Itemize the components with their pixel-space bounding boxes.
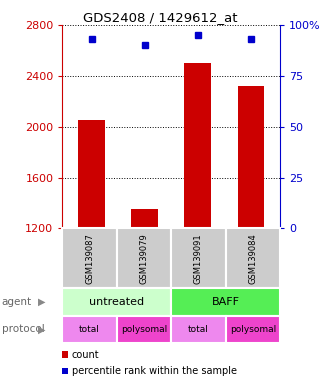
Text: polysomal: polysomal [121,325,167,334]
Text: count: count [72,350,100,360]
Text: protocol: protocol [2,324,44,334]
Text: untreated: untreated [89,297,144,307]
Text: total: total [188,325,209,334]
Text: polysomal: polysomal [230,325,276,334]
Bar [237,86,264,228]
Text: percentile rank within the sample: percentile rank within the sample [72,366,237,376]
Bar [78,120,105,228]
Text: agent: agent [2,297,32,307]
Text: BAFF: BAFF [212,297,240,307]
Text: GSM139091: GSM139091 [194,233,203,283]
Text: total: total [79,325,100,334]
Text: GDS2408 / 1429612_at: GDS2408 / 1429612_at [83,11,237,24]
Text: ▶: ▶ [38,297,46,307]
Text: ▶: ▶ [38,324,46,334]
Text: GSM139084: GSM139084 [248,233,257,284]
Text: GSM139087: GSM139087 [85,233,94,284]
Bar [184,63,211,228]
Bar [132,209,158,228]
Text: GSM139079: GSM139079 [140,233,148,284]
